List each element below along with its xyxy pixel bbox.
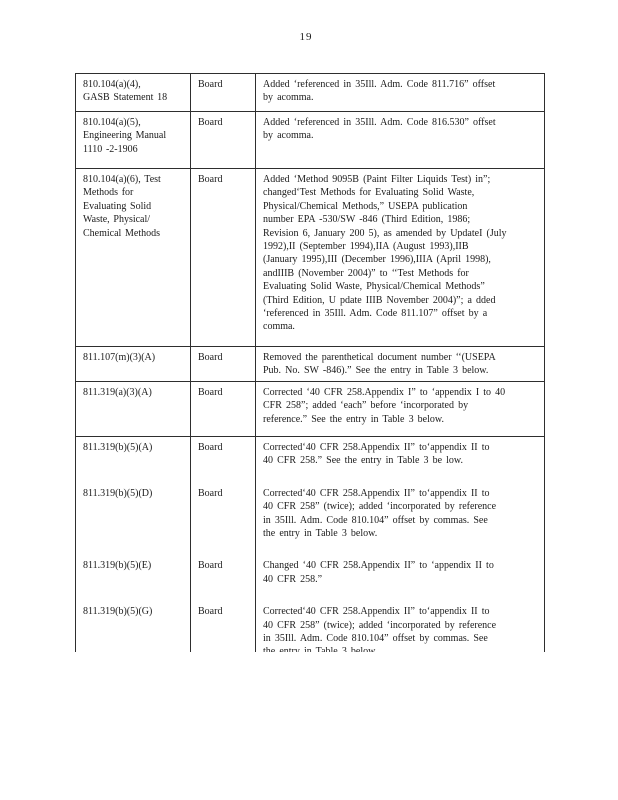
table-row: 810.104(a)(4), GASB Statement 18 Board A… [76, 74, 544, 112]
actor-cell: Board [191, 589, 256, 652]
actor-cell: Board [191, 437, 256, 471]
page-number: 19 [299, 31, 313, 43]
table-row: 810.104(a)(5), Engineering Manual 1110 -… [76, 112, 544, 169]
description-cell: Added ‘Method 9095B (Paint Filter Liquid… [263, 174, 507, 333]
section-cell: 810.104(a)(5), Engineering Manual 1110 -… [76, 112, 191, 168]
actor-cell: Board [191, 470, 256, 544]
description-cell: Corrected‘40 CFR 258.Appendix II” to‘app… [263, 606, 497, 652]
actor-cell: Board [191, 169, 256, 346]
section-cell: 811.319(b)(5)(E) [76, 543, 191, 590]
description-cell: Corrected ‘40 CFR 258.Appendix I” to ‘ap… [263, 387, 506, 425]
table-row: 810.104(a)(6), Test Methods for Evaluati… [76, 169, 544, 347]
actor-cell: Board [191, 382, 256, 436]
section-cell: 810.104(a)(6), Test Methods for Evaluati… [76, 169, 191, 346]
table-row: 811.107(m)(3)(A) Board Removed the paren… [76, 347, 544, 382]
description-cell: Removed the parenthetical document numbe… [263, 352, 496, 377]
section-cell: 810.104(a)(4), GASB Statement 18 [76, 74, 191, 111]
section-cell: 811.319(b)(5)(G) [76, 589, 191, 652]
description-cell: Corrected‘40 CFR 258.Appendix II” to‘app… [263, 487, 497, 540]
section-cell: 811.107(m)(3)(A) [76, 347, 191, 381]
description-cell: Added ‘referenced in 35Ill. Adm. Code 81… [263, 79, 496, 104]
amendments-table: 810.104(a)(4), GASB Statement 18 Board A… [75, 73, 545, 652]
table-row: 811.319(a)(3)(A) Board Corrected ‘40 CFR… [76, 382, 544, 437]
actor-cell: Board [191, 347, 256, 381]
section-cell: 811.319(a)(3)(A) [76, 382, 191, 436]
table-row-group: 811.319(b)(5)(A) Board Corrected‘40 CFR … [76, 437, 544, 652]
description-cell: Added ‘referenced in 35Ill. Adm. Code 81… [263, 117, 496, 142]
actor-cell: Board [191, 112, 256, 168]
actor-cell: Board [191, 543, 256, 590]
actor-cell: Board [191, 74, 256, 111]
section-cell: 811.319(b)(5)(A) [76, 437, 191, 471]
description-cell: Corrected‘40 CFR 258.Appendix II” to‘app… [263, 442, 490, 467]
section-cell: 811.319(b)(5)(D) [76, 470, 191, 544]
description-cell: Changed ‘40 CFR 258.Appendix II” to ‘app… [263, 560, 494, 585]
